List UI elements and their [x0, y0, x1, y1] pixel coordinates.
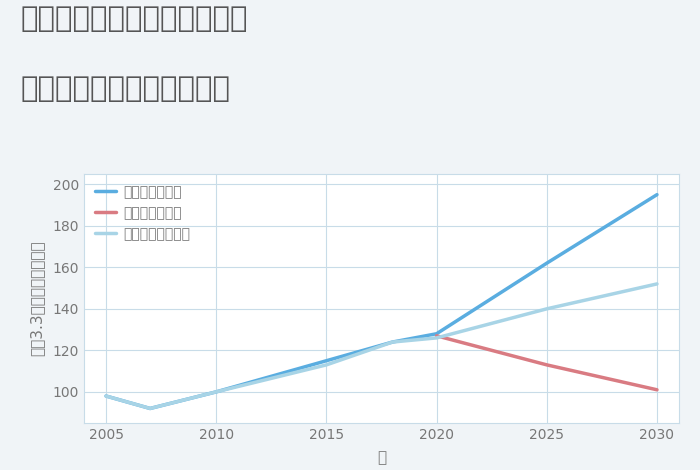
グッドシナリオ	[212, 389, 220, 395]
Line: ノーマルシナリオ: ノーマルシナリオ	[106, 284, 657, 408]
グッドシナリオ	[542, 260, 551, 266]
グッドシナリオ	[146, 406, 154, 411]
グッドシナリオ	[322, 358, 330, 364]
ノーマルシナリオ	[102, 393, 110, 399]
Line: バッドシナリオ: バッドシナリオ	[437, 336, 657, 390]
ノーマルシナリオ	[653, 281, 662, 287]
ノーマルシナリオ	[389, 339, 397, 345]
X-axis label: 年: 年	[377, 450, 386, 465]
グッドシナリオ	[389, 339, 397, 345]
バッドシナリオ	[653, 387, 662, 392]
ノーマルシナリオ	[542, 306, 551, 312]
Text: 兵庫県たつの市御津町岩見の: 兵庫県たつの市御津町岩見の	[21, 5, 248, 33]
バッドシナリオ	[542, 362, 551, 368]
ノーマルシナリオ	[146, 406, 154, 411]
Legend: グッドシナリオ, バッドシナリオ, ノーマルシナリオ: グッドシナリオ, バッドシナリオ, ノーマルシナリオ	[91, 181, 194, 245]
グッドシナリオ	[653, 192, 662, 197]
グッドシナリオ	[102, 393, 110, 399]
Line: グッドシナリオ: グッドシナリオ	[106, 195, 657, 408]
グッドシナリオ	[433, 331, 441, 337]
Y-axis label: 坪（3.3㎡）単価（万円）: 坪（3.3㎡）単価（万円）	[29, 241, 44, 356]
バッドシナリオ	[433, 333, 441, 338]
Text: 中古マンションの価格推移: 中古マンションの価格推移	[21, 75, 231, 103]
ノーマルシナリオ	[212, 389, 220, 395]
ノーマルシナリオ	[433, 335, 441, 341]
ノーマルシナリオ	[322, 362, 330, 368]
